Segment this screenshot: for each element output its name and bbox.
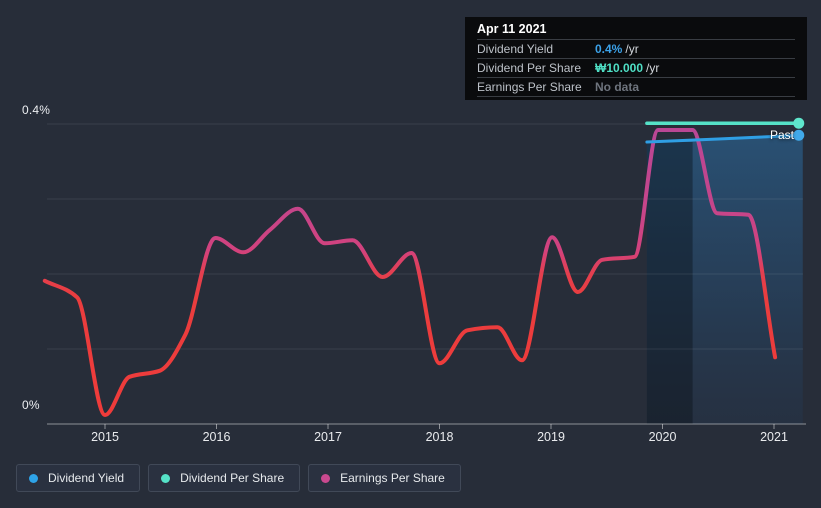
legend-chip-earnings-per-share[interactable]: Earnings Per Share	[308, 464, 461, 492]
tooltip-label: Dividend Yield	[477, 42, 554, 56]
tooltip-suffix: /yr	[646, 61, 660, 75]
x-axis-label: 2020	[648, 430, 677, 444]
y-axis-label-bottom: 0%	[22, 398, 40, 412]
dividend-yield-end-dot[interactable]	[793, 129, 805, 141]
past-band-early	[646, 142, 693, 424]
dividend-yield-line	[645, 133, 803, 144]
legend-label: Dividend Per Share	[180, 471, 285, 485]
legend-chip-dividend-yield[interactable]: Dividend Yield	[16, 464, 141, 492]
chart-tooltip: Apr 11 2021 Dividend Yield 0.4% /yr Divi…	[465, 17, 807, 100]
x-axis-label: 2021	[760, 430, 788, 444]
tooltip-row-dividend-per-share: Dividend Per Share ₩10.000 /yr	[477, 59, 795, 78]
tooltip-date: Apr 11 2021	[477, 19, 795, 40]
x-axis-label: 2018	[425, 430, 454, 444]
x-axis-label: 2019	[537, 430, 565, 444]
x-axis-label: 2015	[91, 430, 119, 444]
tooltip-value: ₩10.000	[595, 61, 644, 75]
chart-legend: Dividend Yield Dividend Per Share Earnin…	[16, 464, 461, 492]
tooltip-value: No data	[595, 80, 640, 94]
tooltip-row-dividend-yield: Dividend Yield 0.4% /yr	[477, 40, 795, 59]
tooltip-value: 0.4%	[595, 42, 623, 56]
tooltip-label: Dividend Per Share	[477, 61, 582, 75]
legend-label: Earnings Per Share	[340, 471, 445, 485]
past-label: Past	[769, 128, 794, 142]
legend-dot-icon	[161, 473, 171, 483]
legend-dot-icon	[29, 473, 38, 483]
tooltip-suffix: /yr	[625, 42, 639, 56]
dividend-per-share-end-dot[interactable]	[793, 117, 805, 129]
legend-dot-icon	[321, 473, 331, 483]
legend-label: Dividend Yield	[48, 471, 125, 485]
tooltip-label: Earnings Per Share	[477, 80, 582, 94]
tooltip-row-earnings-per-share: Earnings Per Share No data	[477, 78, 795, 97]
x-axis-label: 2017	[314, 430, 342, 444]
legend-chip-dividend-per-share[interactable]: Dividend Per Share	[148, 464, 301, 492]
earnings-per-share-line	[42, 128, 778, 417]
x-axis-label: 2016	[202, 430, 231, 444]
y-axis-label-top: 0.4%	[22, 103, 51, 117]
past-band	[646, 135, 803, 424]
